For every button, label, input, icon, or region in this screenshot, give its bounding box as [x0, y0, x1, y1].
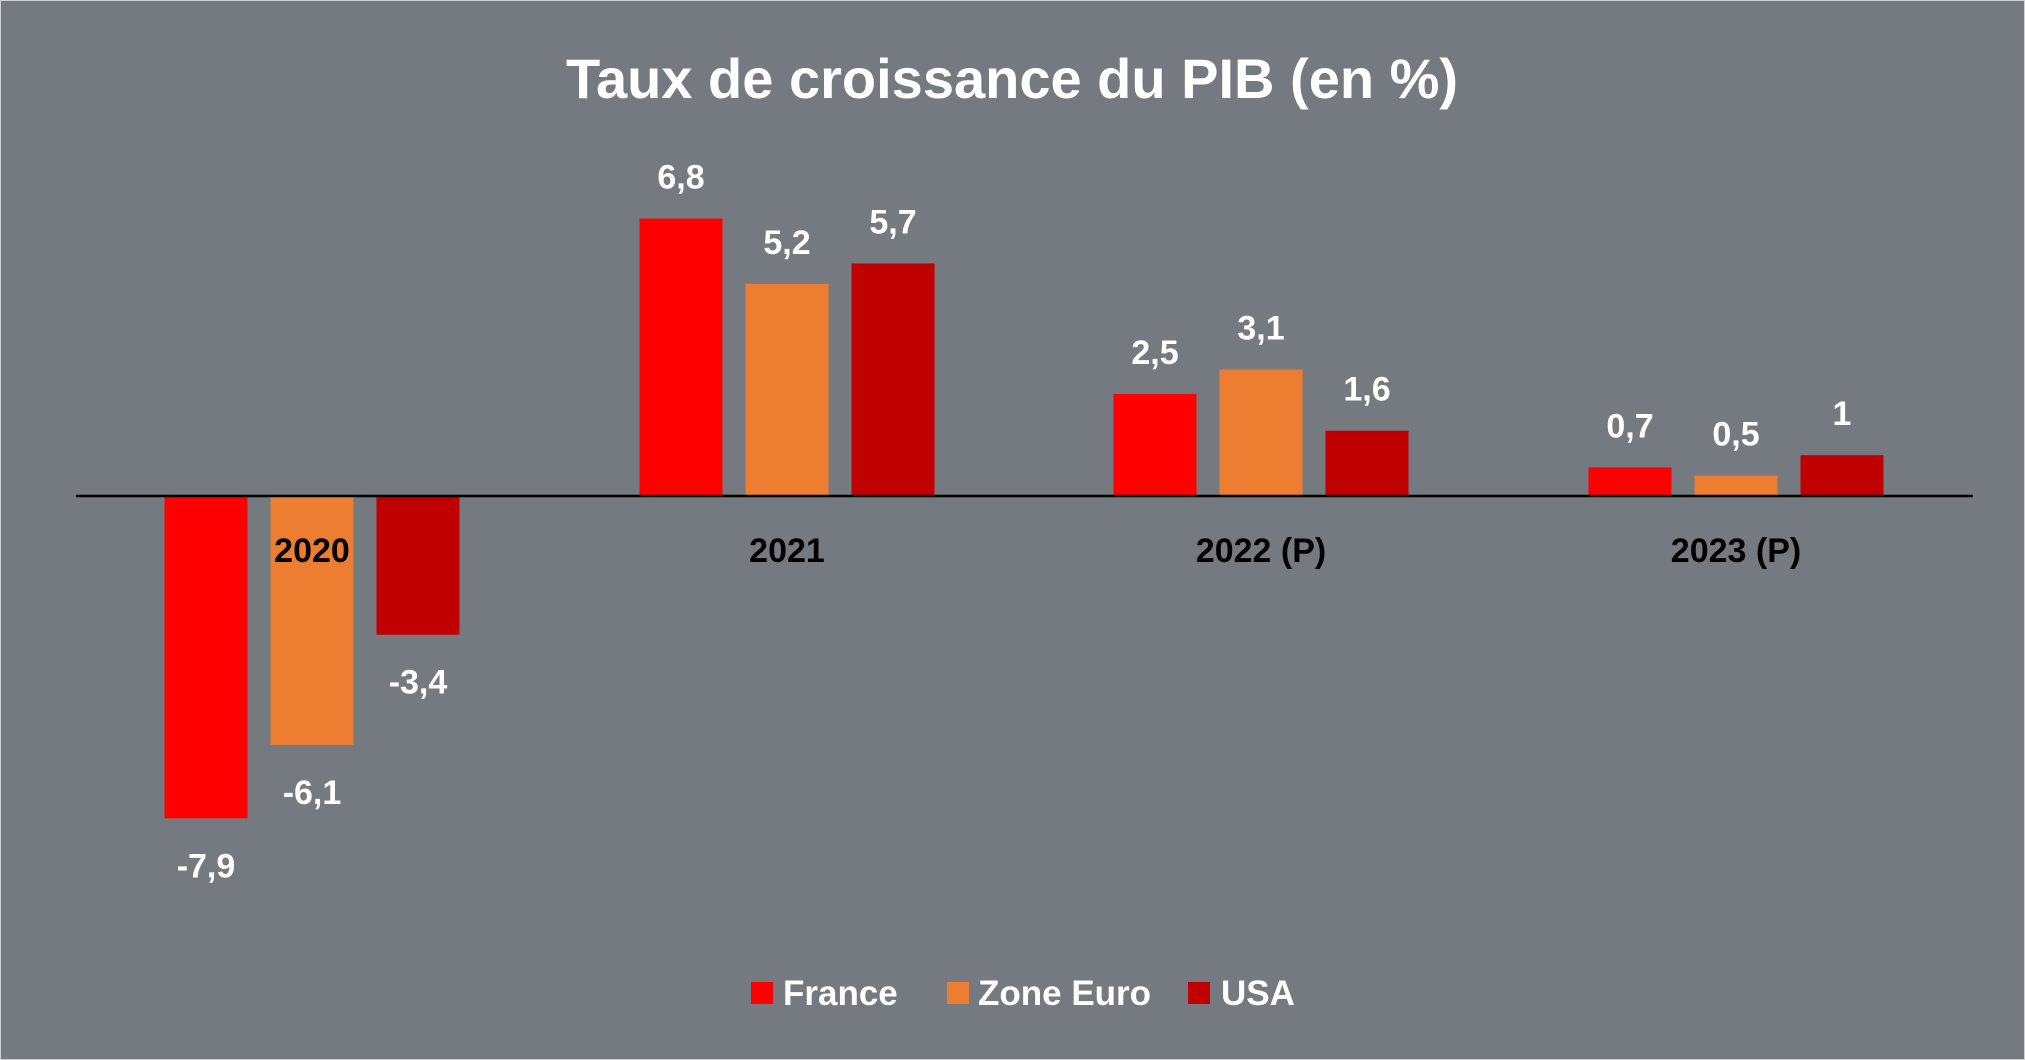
bar-france-2021	[639, 218, 723, 496]
category-label-2023-p: 2023 (P)	[1671, 532, 1801, 570]
bar-zone-euro-2023-p	[1694, 475, 1778, 496]
legend-swatch-usa	[1188, 982, 1210, 1004]
data-label-usa-2023-p: 1	[1833, 395, 1852, 433]
data-label-usa-2022-p: 1,6	[1343, 371, 1390, 409]
category-label-2020: 2020	[274, 532, 350, 570]
data-label-zone-euro-2023-p: 0,5	[1712, 416, 1759, 454]
category-label-2021: 2021	[749, 532, 825, 570]
bar-france-2020	[164, 496, 248, 819]
data-label-france-2020: -7,9	[177, 847, 236, 885]
legend-label-france: France	[783, 974, 898, 1013]
bar-usa-2020	[376, 496, 460, 635]
bars-layer	[164, 218, 1884, 819]
legend-label-zone-euro: Zone Euro	[978, 974, 1151, 1013]
bar-france-2022-p	[1113, 394, 1197, 496]
bar-zone-euro-2020	[270, 496, 354, 745]
data-label-zone-euro-2020: -6,1	[283, 774, 342, 812]
legend-swatch-zone-euro	[947, 982, 969, 1004]
category-labels: 2020 2021 2022 (P) 2023 (P)	[274, 532, 1801, 570]
bar-usa-2023-p	[1800, 455, 1884, 496]
legend-swatch-france	[751, 982, 773, 1004]
bar-france-2023-p	[1588, 467, 1672, 496]
bar-usa-2021	[851, 263, 935, 496]
data-label-usa-2020: -3,4	[389, 664, 448, 702]
chart-title: Taux de croissance du PIB (en %)	[566, 47, 1458, 110]
data-label-france-2022-p: 2,5	[1131, 334, 1178, 372]
data-label-france-2023-p: 0,7	[1606, 407, 1653, 445]
data-label-zone-euro-2022-p: 3,1	[1237, 310, 1284, 348]
bar-zone-euro-2022-p	[1219, 369, 1303, 496]
legend-label-usa: USA	[1221, 974, 1295, 1013]
bar-zone-euro-2021	[745, 283, 829, 496]
data-label-zone-euro-2021: 5,2	[763, 224, 810, 262]
bar-usa-2022-p	[1325, 430, 1409, 496]
data-label-usa-2021: 5,7	[869, 203, 916, 241]
category-label-2022-p: 2022 (P)	[1196, 532, 1326, 570]
data-label-france-2021: 6,8	[657, 159, 704, 197]
legend: France Zone Euro USA	[751, 974, 1295, 1013]
value-labels: -7,9 -6,1 -3,4 6,8 5,2 5,7 2,5 3,1 1,6 0,7 0,5 1	[177, 159, 1852, 886]
